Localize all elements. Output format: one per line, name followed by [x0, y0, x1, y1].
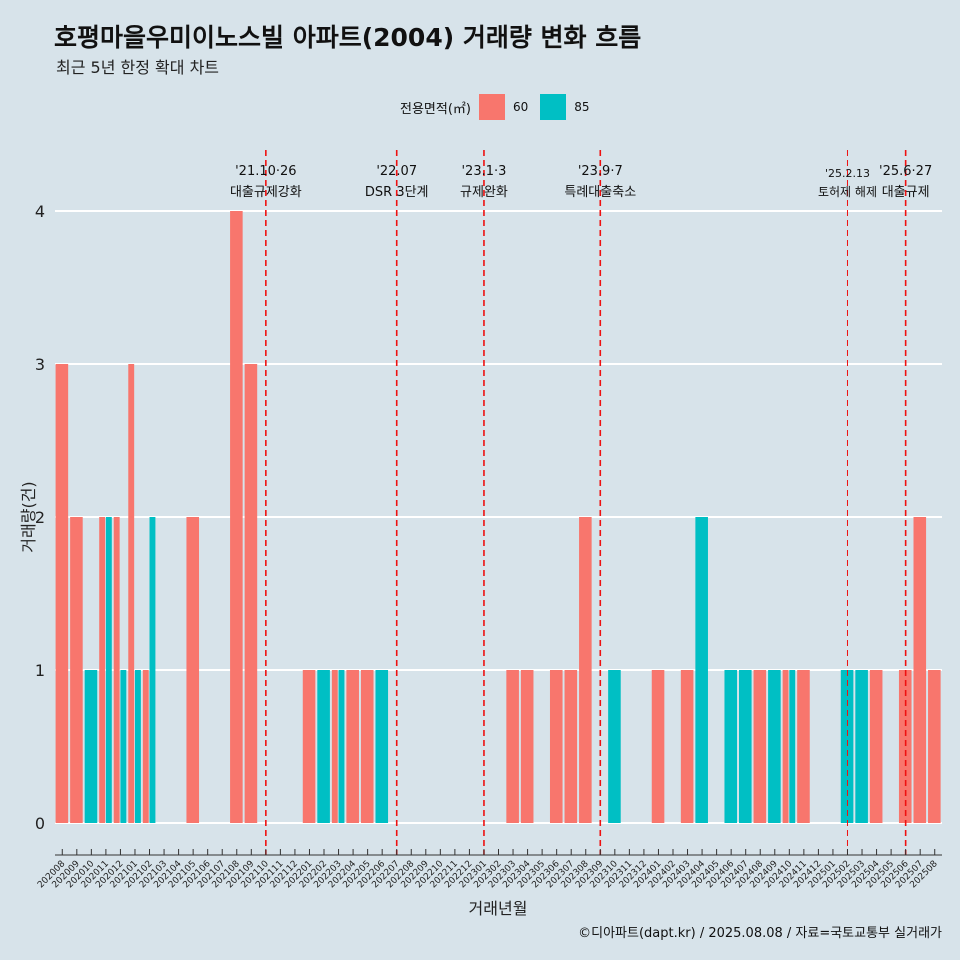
event-name-label: 대출규제강화 [230, 185, 302, 200]
bar-85-202101 [134, 670, 141, 823]
bar-60-202201 [302, 670, 316, 823]
event-name-label: 규제완화 [460, 185, 508, 200]
bar-85-202011 [105, 517, 112, 823]
bar-60-202205 [360, 670, 374, 823]
legend: 전용면적(㎡) 60 85 [400, 93, 602, 121]
bar-85-202410 [789, 670, 796, 823]
bar-60-202204 [346, 670, 359, 823]
bar-60-202410 [782, 670, 789, 823]
bar-60-202504 [869, 670, 883, 823]
bar-85-202310 [608, 670, 621, 823]
bar-85-202012 [120, 670, 127, 823]
bar-60-202506 [898, 670, 912, 823]
bar-60-202101 [128, 364, 135, 823]
bar-85-202102 [149, 517, 156, 823]
bar-60-202009 [70, 517, 83, 823]
bar-60-202307 [564, 670, 578, 823]
legend-key-85 [540, 94, 567, 120]
bar-85-202406 [724, 670, 738, 823]
bar-60-202008 [55, 364, 69, 823]
event-name-label: 토허제 해제 [818, 185, 877, 199]
bar-60-202012 [113, 517, 120, 823]
chart-title: 호평마을우미이노스빌 아파트(2004) 거래량 변화 흐름 [54, 23, 642, 52]
y-tick-label: 4 [35, 202, 45, 221]
legend-label-85: 85 [574, 100, 590, 114]
bar-85-202409 [768, 670, 781, 823]
bar-60-202203 [331, 670, 338, 823]
event-date-label: '23.9·7 [578, 164, 623, 179]
bar-85-202404 [695, 517, 708, 823]
y-tick-label: 1 [35, 661, 45, 680]
bar-85-202206 [375, 670, 389, 823]
event-name-label: DSR 3단계 [365, 185, 429, 200]
bar-60-202109 [244, 364, 258, 823]
event-date-label: '25.6·27 [879, 164, 932, 179]
y-axis-title: 거래량(건) [19, 481, 38, 552]
event-date-label: '21.10·26 [235, 164, 296, 179]
bar-60-202308 [579, 517, 592, 823]
event-name-label: 특례대출축소 [564, 185, 636, 200]
event-date-label: '23.1·3 [461, 164, 506, 179]
event-date-label: '22.07 [376, 164, 417, 179]
bar-60-202507 [913, 517, 927, 823]
bar-85-202502 [840, 670, 854, 823]
bar-60-202102 [142, 670, 149, 823]
bar-60-202108 [230, 211, 243, 823]
bar-85-202010 [84, 670, 98, 823]
bar-60-202408 [753, 670, 767, 823]
legend-label-60: 60 [512, 100, 529, 114]
event-date-label: '25.2.13 [825, 167, 870, 180]
bar-60-202105 [186, 517, 200, 823]
bar-60-202303 [506, 670, 519, 823]
y-tick-label: 2 [35, 508, 45, 527]
bar-60-202401 [651, 670, 665, 823]
bar-85-202503 [855, 670, 868, 823]
bar-85-202202 [317, 670, 330, 823]
bar-60-202411 [797, 670, 810, 823]
y-tick-label: 3 [35, 355, 45, 374]
bar-60-202403 [680, 670, 694, 823]
bar-60-202011 [99, 517, 106, 823]
event-name-label: 대출규제 [882, 185, 930, 200]
x-axis-title: 거래년월 [469, 899, 528, 918]
bar-85-202203 [338, 670, 345, 823]
legend-title: 전용면적(㎡) [400, 101, 471, 117]
bar-60-202508 [928, 670, 941, 823]
source-credit: ©디아파트(dapt.kr) / 2025.08.08 / 자료=국토교통부 실… [578, 926, 942, 941]
chart-subtitle: 최근 5년 한정 확대 차트 [56, 58, 220, 77]
bar-85-202407 [739, 670, 752, 823]
y-tick-label: 0 [35, 814, 45, 833]
bar-60-202304 [520, 670, 534, 823]
legend-key-60 [478, 94, 505, 120]
bar-60-202306 [549, 670, 563, 823]
